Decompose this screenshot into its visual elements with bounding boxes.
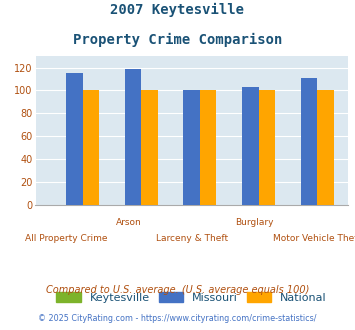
Text: All Property Crime: All Property Crime [26, 234, 108, 243]
Bar [184, 90, 200, 205]
Bar [141, 90, 158, 205]
Text: Arson: Arson [116, 218, 142, 227]
Text: Motor Vehicle Theft: Motor Vehicle Theft [273, 234, 355, 243]
Text: Compared to U.S. average. (U.S. average equals 100): Compared to U.S. average. (U.S. average … [46, 285, 309, 295]
Bar [242, 87, 258, 205]
Bar [317, 90, 334, 205]
Bar [125, 69, 141, 205]
Text: 2007 Keytesville: 2007 Keytesville [110, 3, 245, 17]
Text: Property Crime Comparison: Property Crime Comparison [73, 33, 282, 47]
Bar [200, 90, 216, 205]
Bar [66, 73, 83, 205]
Bar [83, 90, 99, 205]
Text: © 2025 CityRating.com - https://www.cityrating.com/crime-statistics/: © 2025 CityRating.com - https://www.city… [38, 314, 317, 323]
Text: Burglary: Burglary [235, 218, 273, 227]
Bar [301, 78, 317, 205]
Legend: Keytesville, Missouri, National: Keytesville, Missouri, National [52, 287, 331, 307]
Text: Larceny & Theft: Larceny & Theft [155, 234, 228, 243]
Bar [258, 90, 275, 205]
